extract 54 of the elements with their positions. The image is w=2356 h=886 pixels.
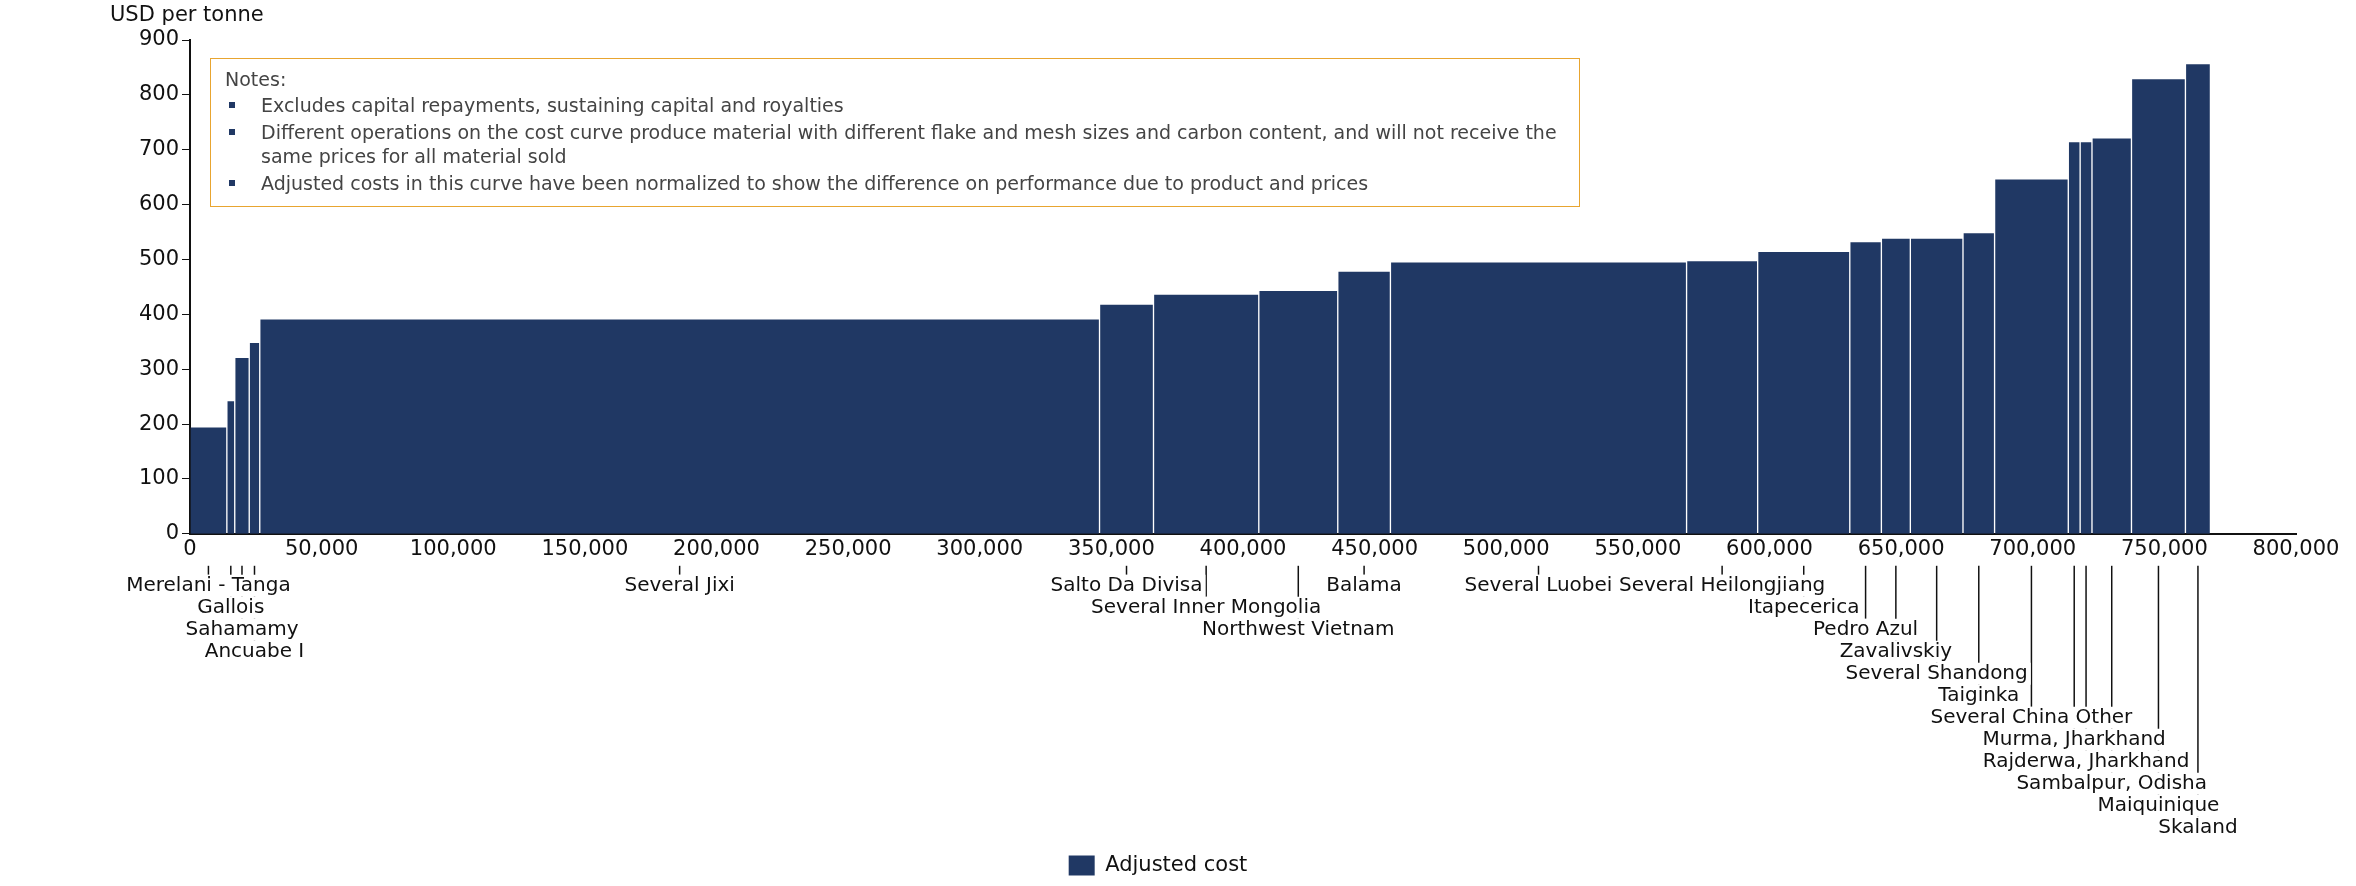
annotation: Gallois xyxy=(197,594,265,618)
annotation: Maiquinique xyxy=(2097,792,2220,816)
annotation: Pedro Azul xyxy=(1813,616,1919,640)
annotation: Several Shandong xyxy=(1845,660,2028,684)
x-tick-label: 800,000 xyxy=(2252,535,2340,560)
annotation: Different operations on the cost curve produce material with different flake and mesh sizes and carbon content, and will not receive the same prices for all material sold xyxy=(261,121,1557,167)
annotation: Taiginka xyxy=(1937,682,2020,706)
y-tick-label: 900 xyxy=(138,26,179,51)
x-tick-label: 100,000 xyxy=(409,535,497,560)
x-tick-label: 50,000 xyxy=(284,535,359,560)
annotation: Adjusted costs in this curve have been normalized to show the difference on performance due to product and prices xyxy=(261,172,1369,194)
annotation: Zavalivskiy xyxy=(1839,638,1953,662)
y-tick-label: 800 xyxy=(138,81,179,106)
y-tick-label: 100 xyxy=(138,465,179,490)
annotation: Salto Da Divisa xyxy=(1050,572,1203,596)
x-tick-label: 350,000 xyxy=(1067,535,1155,560)
legend-label: Adjusted cost xyxy=(1105,851,1248,876)
y-tick-label: 500 xyxy=(138,245,179,270)
x-tick-label: 300,000 xyxy=(936,535,1024,560)
annotation: Ancuabe I xyxy=(204,638,305,662)
x-tick-label: 450,000 xyxy=(1331,535,1419,560)
annotation: Sambalpur, Odisha xyxy=(2016,770,2208,794)
y-axis-title: USD per tonne xyxy=(110,2,264,26)
annotation: Notes: xyxy=(225,67,288,91)
annotation: Rajderwa, Jharkhand xyxy=(1982,748,2190,772)
x-tick-label: 700,000 xyxy=(1989,535,2077,560)
annotation: Merelani - Tanga xyxy=(126,572,291,596)
annotation: Excludes capital repayments, sustaining capital and royalties xyxy=(261,94,844,116)
x-tick-label: 200,000 xyxy=(673,535,760,560)
x-tick-label: 250,000 xyxy=(804,535,892,560)
y-tick-label: 600 xyxy=(138,191,179,216)
y-tick-label: 300 xyxy=(138,355,179,380)
annotation: Sahamamy xyxy=(185,616,299,640)
x-tick-label: 550,000 xyxy=(1594,535,1682,560)
x-tick-label: 0 xyxy=(183,535,197,560)
annotation: Skaland xyxy=(2158,814,2238,838)
annotation: Several Jixi xyxy=(624,572,735,596)
x-tick-label: 650,000 xyxy=(1857,535,1945,560)
y-tick-label: 200 xyxy=(138,410,179,435)
annotation: Northwest Vietnam xyxy=(1201,616,1395,640)
x-tick-label: 500,000 xyxy=(1462,535,1550,560)
annotation: Several Luobei xyxy=(1464,572,1613,596)
x-tick-label: 400,000 xyxy=(1199,535,1287,560)
annotation: Several Heilongjiang xyxy=(1618,572,1826,596)
annotation: Several China Other xyxy=(1930,704,2134,728)
y-tick-label: 400 xyxy=(138,300,179,325)
y-tick-label: 700 xyxy=(138,136,179,161)
annotation: Balama xyxy=(1326,572,1402,596)
x-tick-label: 150,000 xyxy=(541,535,629,560)
annotation: Several Inner Mongolia xyxy=(1091,594,1322,618)
x-tick-label: 750,000 xyxy=(2120,535,2208,560)
annotation: Itapecerica xyxy=(1748,594,1860,618)
x-tick-label: 600,000 xyxy=(1726,535,1813,560)
annotation: Murma, Jharkhand xyxy=(1982,726,2166,750)
